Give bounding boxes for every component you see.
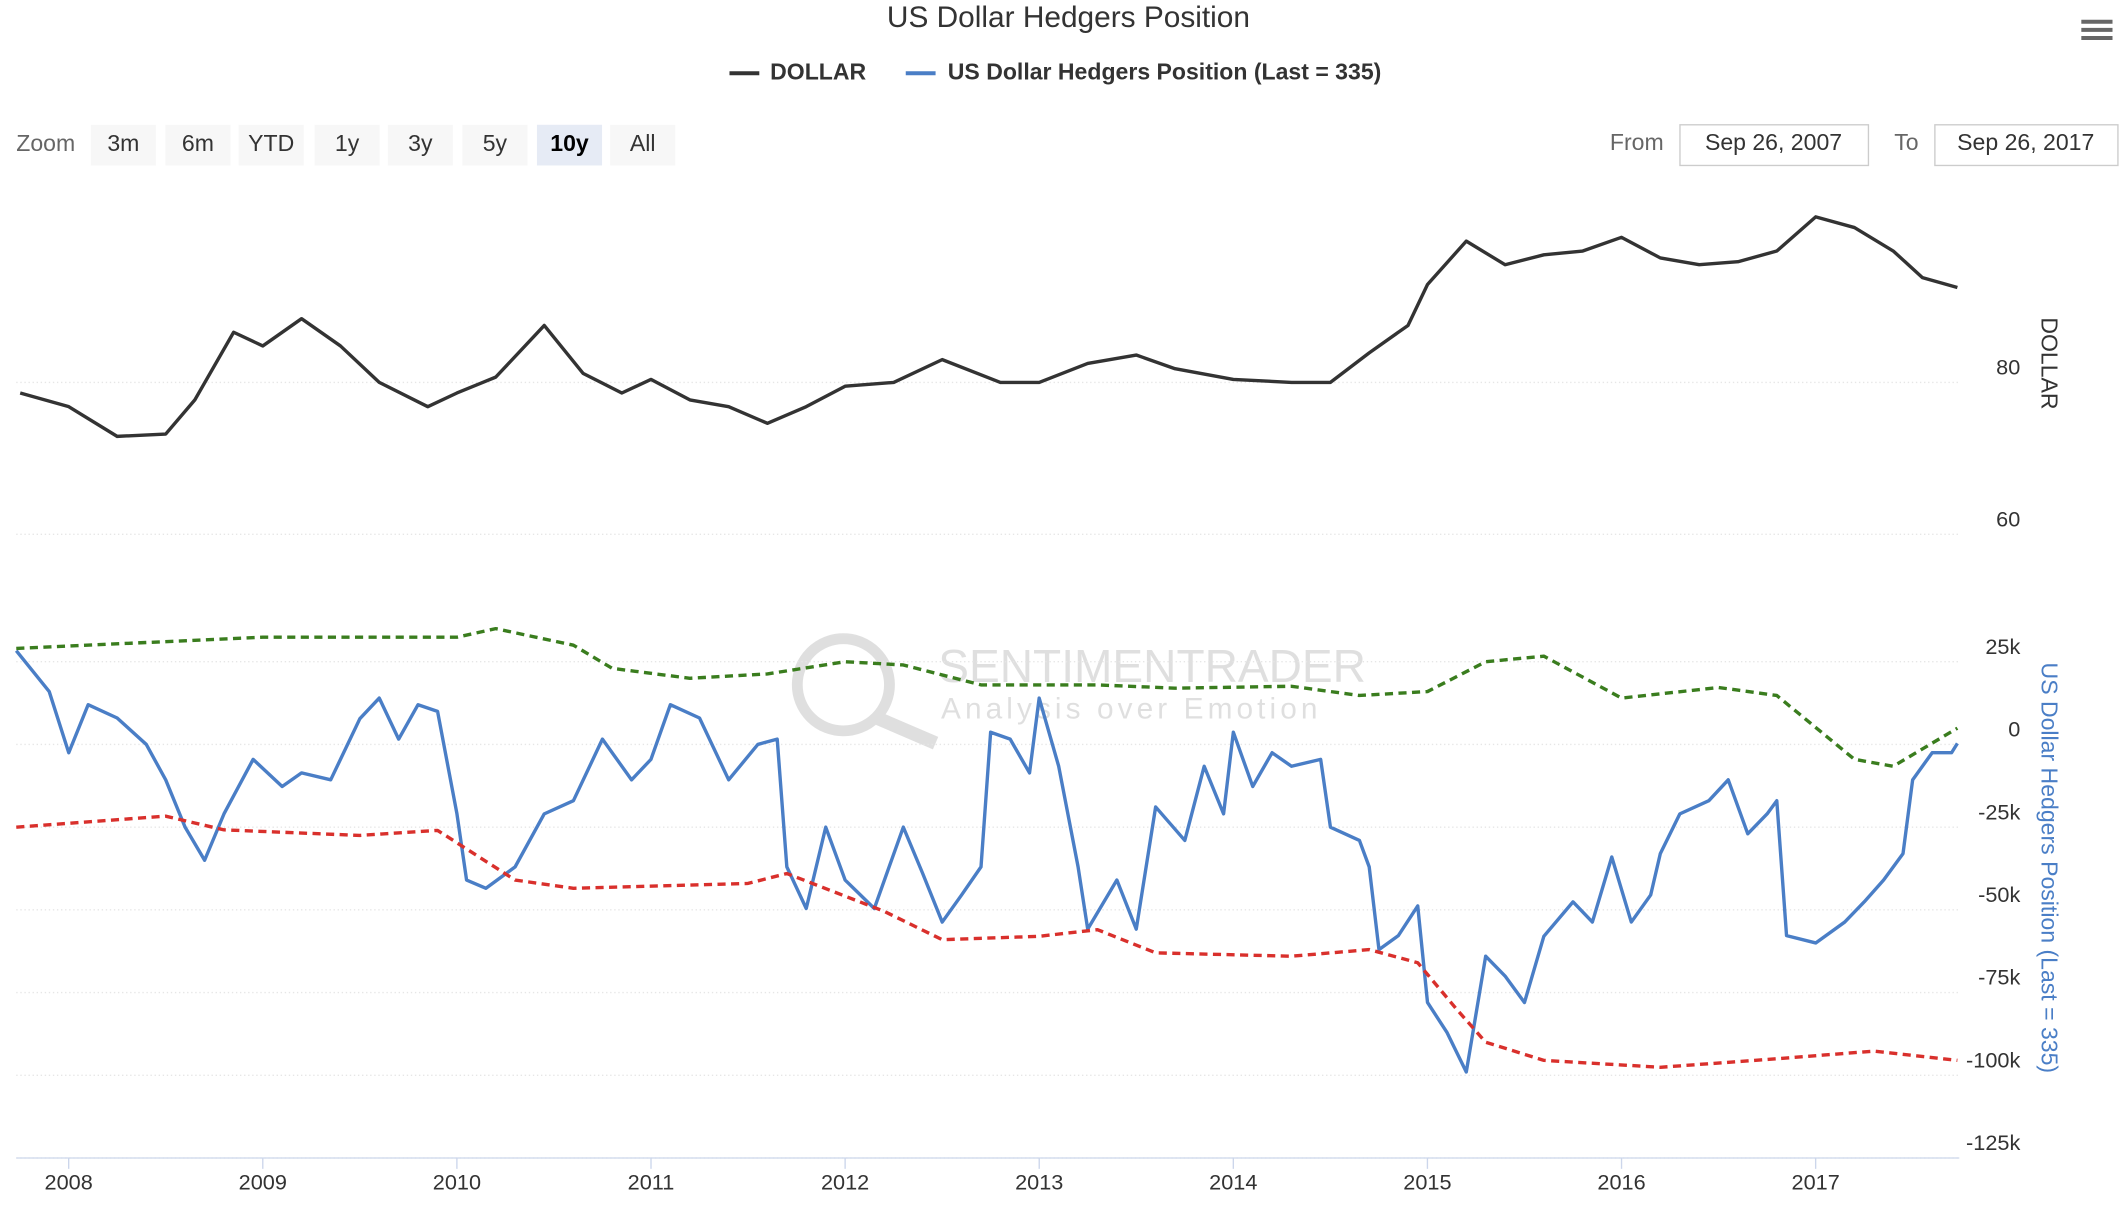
zoom-button[interactable] xyxy=(165,124,231,166)
y-tick-label: 60 xyxy=(1996,506,2020,531)
to-label: To xyxy=(1894,129,1918,155)
y-tick-label: -125k xyxy=(1966,1130,2020,1155)
zoom-button[interactable] xyxy=(314,124,380,166)
watermark: SENTIMENTRADER Analysis over Emotion xyxy=(791,633,1366,750)
zoom-button-label: 5y xyxy=(483,130,508,156)
x-tick-label: 2014 xyxy=(1209,1169,1257,1194)
y-tick-label: -25k xyxy=(1978,799,2020,824)
zoom-button-label: 6m xyxy=(182,130,214,156)
zoom-button-label: 10y xyxy=(550,130,589,156)
zoom-button-label: All xyxy=(630,130,656,156)
y-tick-label: -75k xyxy=(1978,965,2020,990)
band-line xyxy=(16,626,1959,768)
y-tick-label: -50k xyxy=(1978,882,2020,907)
y-axis-label: DOLLAR xyxy=(2036,317,2062,409)
y-tick-label: 0 xyxy=(2008,717,2020,742)
watermark-subtitle: Analysis over Emotion xyxy=(941,692,1322,725)
y-axis-label: US Dollar Hedgers Position (Last = 335) xyxy=(2036,663,2062,1074)
x-tick-label: 2009 xyxy=(239,1169,287,1194)
x-tick-label: 2008 xyxy=(45,1169,93,1194)
zoom-button[interactable] xyxy=(462,124,528,166)
x-tick-label: 2012 xyxy=(821,1169,869,1194)
chart-title: US Dollar Hedgers Position xyxy=(887,1,1250,34)
band-line xyxy=(16,814,1958,1069)
zoom-button[interactable] xyxy=(387,124,453,166)
zoom-label: Zoom xyxy=(16,130,75,156)
zoom-button-label: 3m xyxy=(107,130,139,156)
menu-button[interactable] xyxy=(2077,16,2118,47)
zoom-button[interactable] xyxy=(610,124,676,166)
zoom-button[interactable] xyxy=(536,124,603,166)
x-tick-label: 2016 xyxy=(1597,1169,1645,1194)
from-input[interactable] xyxy=(1679,124,1870,167)
x-tick-label: 2017 xyxy=(1792,1169,1840,1194)
series-line xyxy=(19,215,1958,439)
series-line xyxy=(14,649,1959,1074)
x-tick-label: 2010 xyxy=(433,1169,481,1194)
x-tick-label: 2013 xyxy=(1015,1169,1063,1194)
zoom-button-label: 1y xyxy=(335,130,360,156)
x-tick-label: 2015 xyxy=(1403,1169,1451,1194)
y-tick-label: 80 xyxy=(1996,355,2020,380)
from-date: Sep 26, 2007 xyxy=(1705,129,1842,155)
zoom-button-label: 3y xyxy=(408,130,433,156)
y-tick-label: 25k xyxy=(1985,634,2020,659)
zoom-button[interactable] xyxy=(238,124,304,166)
legend-label: US Dollar Hedgers Position (Last = 335) xyxy=(948,58,1382,84)
from-label: From xyxy=(1610,129,1664,155)
to-input[interactable] xyxy=(1934,124,2119,167)
y-tick-label: -100k xyxy=(1966,1047,2020,1072)
legend-label: DOLLAR xyxy=(770,58,866,84)
watermark-title: SENTIMENTRADER xyxy=(938,640,1366,692)
zoom-button[interactable] xyxy=(90,124,156,166)
zoom-button-label: YTD xyxy=(248,130,294,156)
to-date: Sep 26, 2017 xyxy=(1957,129,2094,155)
x-tick-label: 2011 xyxy=(628,1169,675,1194)
